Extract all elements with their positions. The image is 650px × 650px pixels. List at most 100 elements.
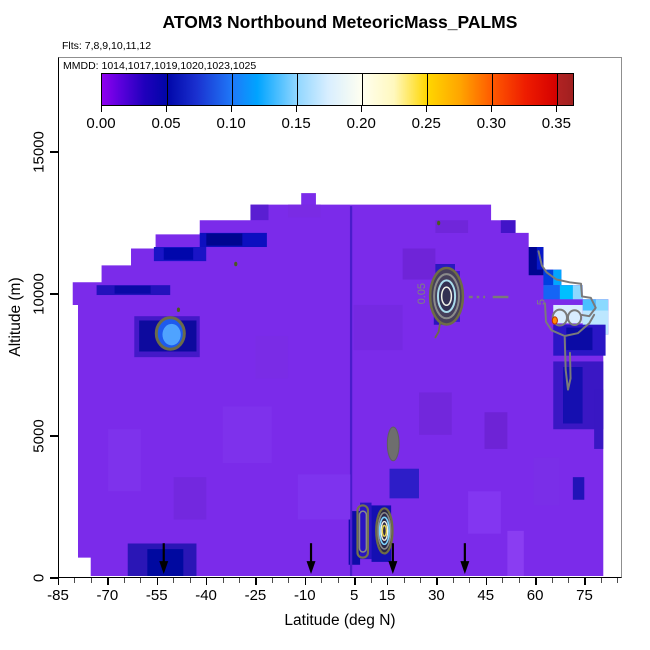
colorbar-tick-label: 0.15 [281, 115, 311, 132]
x-minor-tick [271, 578, 273, 583]
x-minor-tick [617, 578, 619, 583]
heatmap-region [349, 206, 353, 576]
colorbar-tick-label: 0.25 [411, 115, 441, 132]
heatmap-region [114, 285, 151, 294]
flight-arrow-head [306, 561, 316, 575]
x-tick [354, 578, 356, 585]
heatmap-region [173, 477, 207, 520]
heatmap-region [389, 468, 419, 499]
y-tick-label-text: 10000 [30, 273, 48, 315]
contour-blob [378, 516, 390, 546]
contour-label: 0.05 [416, 283, 428, 304]
x-minor-tick [90, 578, 92, 583]
x-minor-tick [469, 578, 471, 583]
x-tick [107, 578, 109, 585]
x-minor-tick [74, 578, 76, 583]
heatmap-region [255, 335, 289, 379]
colorbar-tick [296, 106, 298, 112]
x-tick-label: 60 [526, 587, 544, 604]
colorbar-separator [492, 74, 494, 105]
heatmap-region [419, 392, 452, 435]
x-tick [58, 578, 60, 585]
y-tick [50, 435, 58, 437]
x-minor-tick [600, 578, 602, 583]
x-tick [387, 578, 389, 585]
colorbar-tick [231, 106, 233, 112]
x-tick [485, 578, 488, 585]
heatmap-region [222, 406, 272, 464]
chart-subtitle: Flts: 7,8,9,10,11,12 [62, 40, 152, 52]
heatmap-region [288, 204, 321, 218]
colorbar-separator [557, 74, 559, 105]
colorbar-tick [166, 106, 168, 112]
x-tick-label: -70 [96, 587, 119, 604]
heatmap-region [484, 412, 508, 449]
x-tick [584, 578, 586, 585]
x-minor-tick [189, 578, 191, 583]
colorbar-separator [427, 74, 429, 105]
x-axis-title: Latitude (deg N) [284, 612, 396, 629]
x-tick [535, 578, 537, 585]
contour-blob [386, 426, 400, 462]
x-tick-label: -10 [293, 587, 316, 604]
x-minor-tick [568, 578, 570, 583]
contour-line [544, 302, 596, 337]
x-tick-label: 30 [428, 587, 445, 604]
heatmap-region [582, 299, 596, 311]
contour-blob [380, 520, 389, 541]
heatmap-region [297, 474, 351, 520]
x-minor-tick [403, 578, 405, 583]
heatmap-region [559, 285, 573, 300]
colorbar-tick-label: 0.20 [346, 115, 376, 132]
x-minor-tick [173, 578, 175, 583]
y-tick [50, 151, 58, 153]
contour-blob [440, 286, 453, 307]
heatmap-region [500, 220, 516, 233]
x-minor-tick [419, 578, 421, 583]
x-tick-label: -25 [244, 587, 267, 604]
contour-line [563, 336, 572, 391]
x-minor-tick [222, 578, 224, 583]
contour-line [537, 250, 597, 318]
heatmap-region [533, 457, 560, 506]
heatmap-region [572, 285, 583, 300]
x-tick-label: 45 [477, 587, 495, 604]
heatmap-region [108, 429, 141, 492]
heatmap-region [468, 491, 501, 534]
x-tick-label: -85 [47, 587, 69, 604]
colorbar-tick-label: 0.10 [216, 115, 246, 132]
heatmap-region [250, 204, 269, 221]
heatmap-dome [72, 193, 609, 576]
heatmap-region [507, 530, 524, 576]
y-tick [50, 577, 58, 579]
x-tick-label: 5 [349, 587, 359, 604]
contour-blob [551, 316, 558, 325]
legend-mmdd-label: MMDD: 1014,1017,1019,1020,1023,1025 [63, 60, 257, 72]
x-minor-tick [238, 578, 240, 583]
x-minor-tick [123, 578, 125, 583]
contour-line [434, 320, 442, 339]
colorbar-tick [361, 106, 363, 112]
flight-arrow-head [159, 561, 169, 575]
contour-ring [356, 504, 370, 559]
y-tick-label-text: 15000 [30, 131, 48, 173]
x-minor-tick [518, 578, 520, 583]
heatmap-region [572, 477, 585, 500]
colorbar-tick-label: 0.05 [151, 115, 181, 132]
x-minor-tick [321, 578, 323, 583]
contour-blob [566, 309, 583, 326]
contour-blob [176, 307, 181, 313]
x-tick-label: 15 [378, 587, 396, 604]
colorbar-separator [362, 74, 364, 105]
x-minor-tick [502, 578, 504, 583]
colorbar-separator [232, 74, 234, 105]
heatmap-region [594, 389, 604, 449]
x-minor-tick [337, 578, 339, 583]
x-minor-tick [452, 578, 454, 583]
colorbar-separator [167, 74, 169, 105]
colorbar-tick-label: 0.30 [476, 115, 506, 132]
y-tick [50, 293, 58, 295]
heatmap-region [206, 233, 243, 246]
heatmap-region [163, 247, 194, 260]
